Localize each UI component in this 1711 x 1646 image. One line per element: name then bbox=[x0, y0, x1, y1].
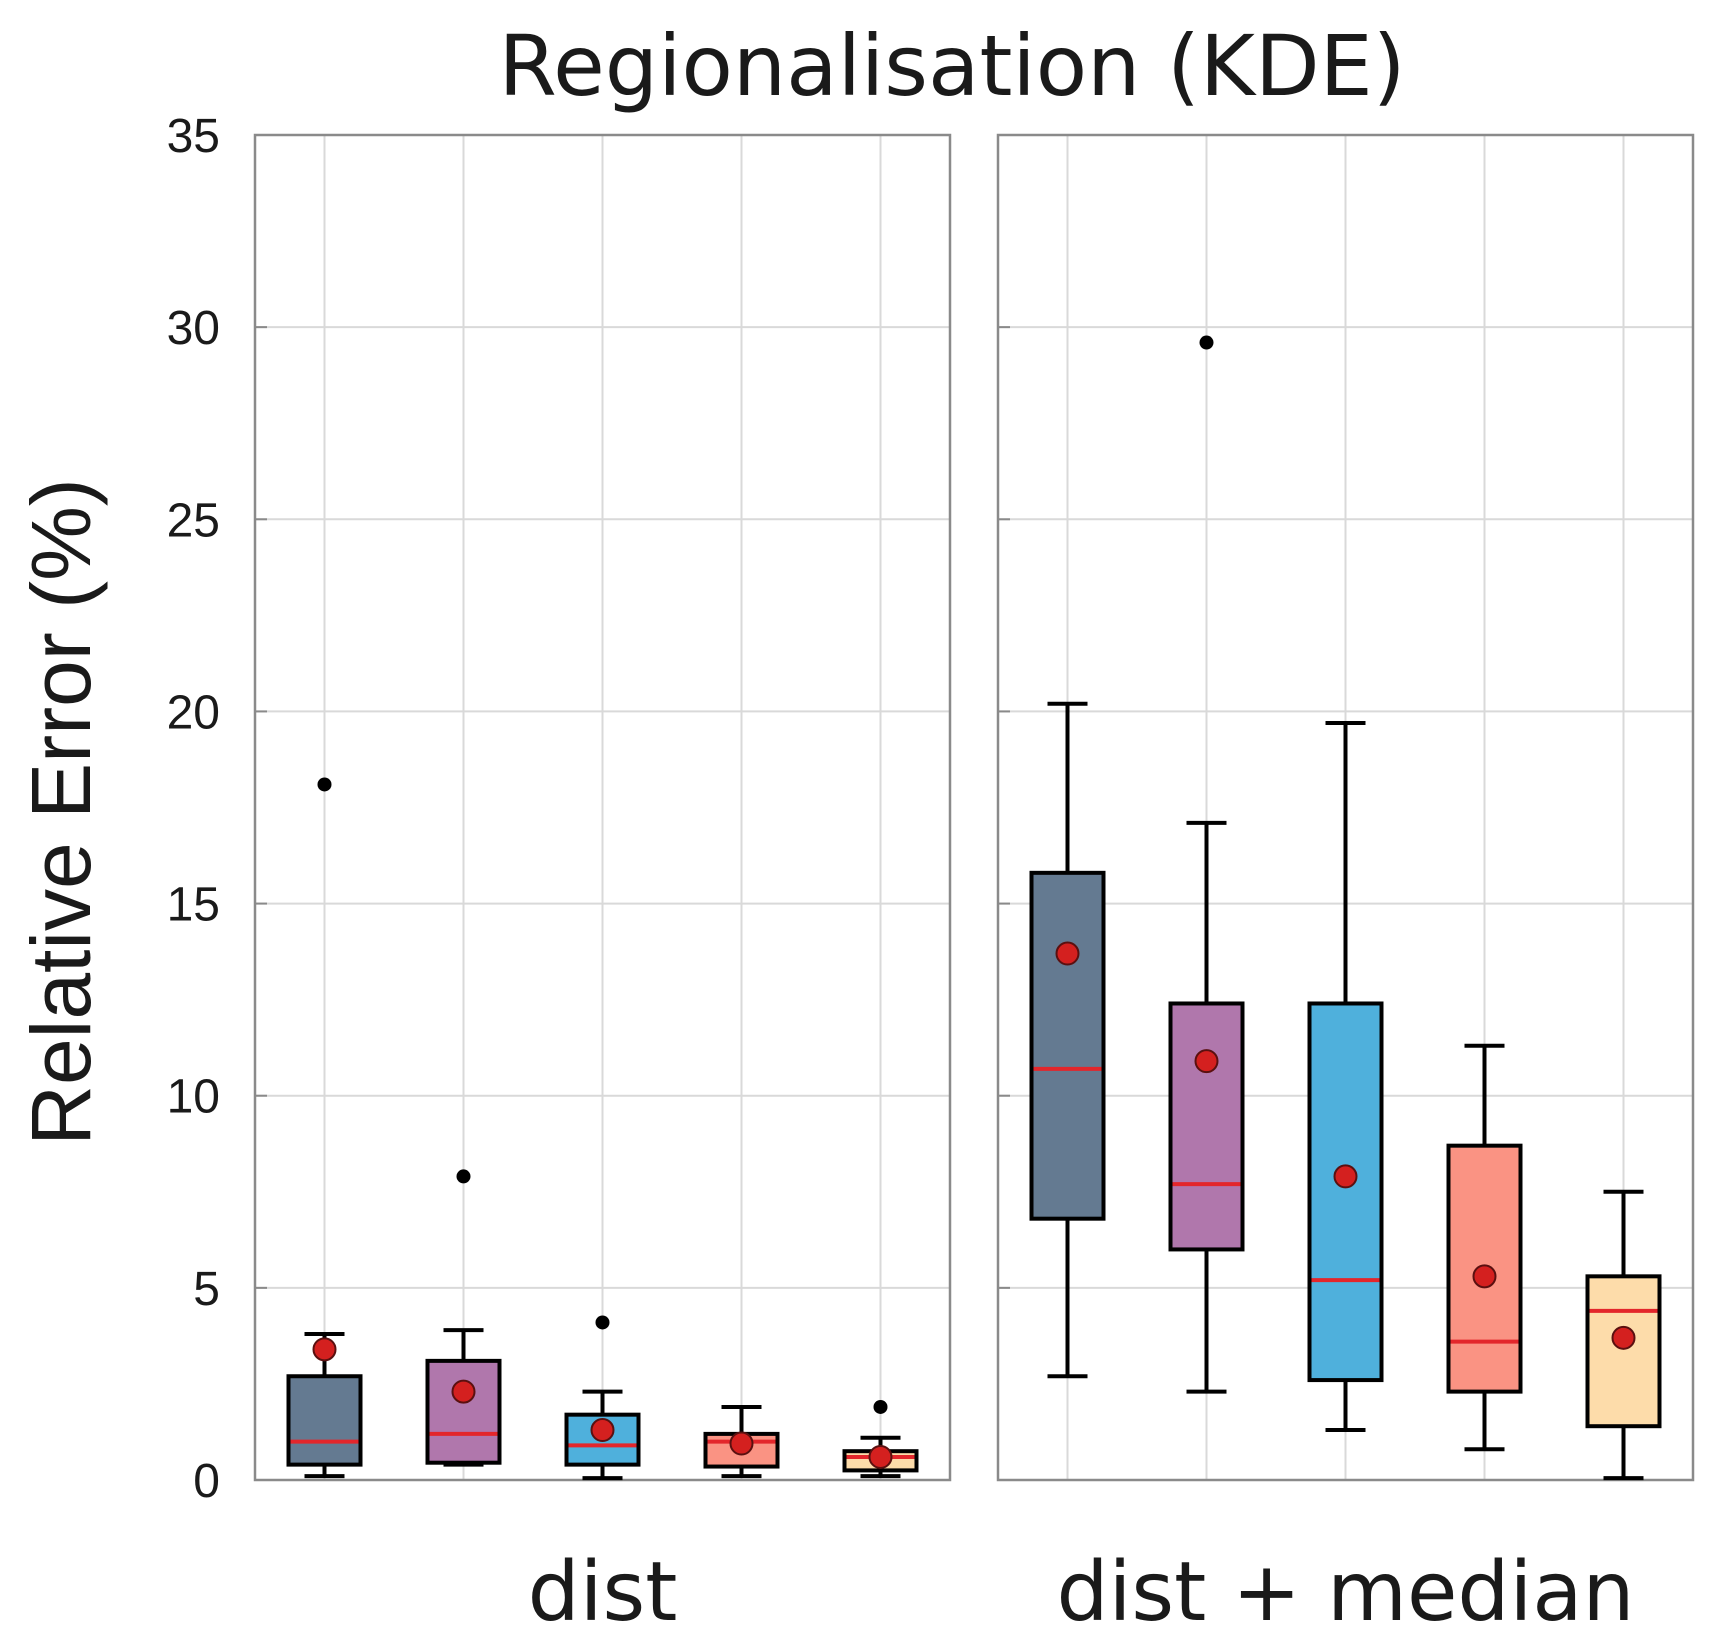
outlier-point bbox=[456, 1169, 471, 1184]
y-tick-label: 0 bbox=[193, 1455, 220, 1508]
box-body bbox=[1585, 1274, 1662, 1429]
mean-marker bbox=[451, 1379, 476, 1404]
box-body bbox=[286, 1374, 363, 1467]
mean-marker bbox=[1194, 1049, 1219, 1074]
x-axis-label: dist bbox=[528, 1545, 678, 1640]
y-tick-label: 20 bbox=[167, 686, 220, 739]
panel-1: dist bbox=[253, 133, 952, 1640]
y-tick-labels: 0 5 10 15 20 25 30 35 bbox=[167, 110, 220, 1508]
mean-marker bbox=[1333, 1164, 1358, 1189]
y-tick-label: 30 bbox=[167, 302, 220, 355]
y-tick-label: 35 bbox=[167, 110, 220, 163]
outlier-point bbox=[1199, 335, 1214, 350]
box-body bbox=[425, 1358, 502, 1465]
box-3 bbox=[1307, 720, 1384, 1433]
mean-marker bbox=[1472, 1264, 1497, 1289]
y-tick-label: 10 bbox=[167, 1071, 220, 1124]
panel-frame bbox=[996, 133, 1695, 1482]
mean-marker bbox=[1611, 1325, 1636, 1350]
y-tick-label: 5 bbox=[193, 1263, 220, 1316]
y-tick-label: 25 bbox=[167, 494, 220, 547]
box-body bbox=[1168, 1001, 1245, 1252]
y-axis-label: Relative Error (%) bbox=[14, 478, 108, 1145]
box-3 bbox=[564, 1315, 641, 1481]
chart-title: Regionalisation (KDE) bbox=[499, 17, 1406, 115]
box-body bbox=[1307, 1001, 1384, 1383]
panels: dist dist + median bbox=[253, 133, 1695, 1640]
x-axis-label: dist + median bbox=[1057, 1545, 1635, 1640]
box-2 bbox=[1168, 335, 1245, 1394]
box-5 bbox=[842, 1399, 919, 1479]
box-1 bbox=[1029, 701, 1106, 1379]
panel-2: dist + median bbox=[996, 133, 1695, 1640]
mean-marker bbox=[590, 1418, 615, 1443]
mean-marker bbox=[312, 1337, 337, 1362]
outlier-point bbox=[595, 1315, 610, 1330]
mean-marker bbox=[729, 1431, 754, 1456]
box-4 bbox=[1446, 1043, 1523, 1452]
box-body bbox=[1029, 870, 1106, 1221]
mean-marker bbox=[1055, 941, 1080, 966]
box-5 bbox=[1585, 1189, 1662, 1481]
box-4 bbox=[703, 1404, 780, 1479]
box-1 bbox=[286, 777, 363, 1479]
outlier-point bbox=[873, 1399, 888, 1414]
mean-marker bbox=[868, 1444, 893, 1469]
y-tick-label: 15 bbox=[167, 879, 220, 932]
box-2 bbox=[425, 1169, 502, 1467]
outlier-point bbox=[317, 777, 332, 792]
